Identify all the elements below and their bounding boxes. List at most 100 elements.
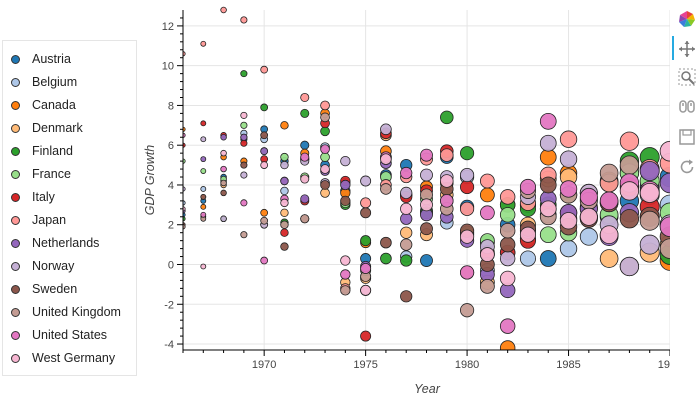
data-point[interactable] bbox=[280, 152, 289, 162]
data-point[interactable] bbox=[320, 144, 330, 155]
data-point[interactable] bbox=[200, 186, 207, 192]
data-point[interactable] bbox=[220, 189, 227, 197]
data-point[interactable] bbox=[599, 163, 619, 183]
data-point[interactable] bbox=[499, 250, 516, 267]
data-point[interactable] bbox=[599, 191, 619, 211]
data-point[interactable] bbox=[240, 199, 248, 207]
data-point[interactable] bbox=[400, 226, 413, 239]
data-point[interactable] bbox=[400, 166, 413, 180]
data-point[interactable] bbox=[460, 229, 475, 244]
data-point[interactable] bbox=[559, 212, 578, 230]
data-point[interactable] bbox=[300, 214, 310, 224]
data-point[interactable] bbox=[380, 183, 392, 195]
data-point[interactable] bbox=[460, 179, 475, 195]
data-point[interactable] bbox=[360, 284, 372, 296]
data-point[interactable] bbox=[320, 126, 330, 137]
data-point[interactable] bbox=[200, 168, 207, 174]
data-point[interactable] bbox=[360, 175, 372, 187]
data-point[interactable] bbox=[400, 290, 413, 303]
data-point[interactable] bbox=[360, 197, 372, 209]
data-point[interactable] bbox=[200, 120, 207, 127]
data-point[interactable] bbox=[519, 178, 536, 195]
data-point[interactable] bbox=[260, 103, 269, 112]
data-point[interactable] bbox=[220, 215, 227, 223]
data-point[interactable] bbox=[340, 269, 351, 280]
save-icon[interactable] bbox=[678, 128, 696, 146]
legend-item[interactable]: United Kingdom bbox=[11, 302, 121, 322]
data-point[interactable] bbox=[320, 112, 330, 123]
data-point[interactable] bbox=[260, 131, 269, 140]
data-point[interactable] bbox=[619, 131, 640, 151]
data-point[interactable] bbox=[579, 187, 598, 206]
data-point[interactable] bbox=[440, 174, 454, 188]
data-point[interactable] bbox=[240, 161, 248, 169]
data-point[interactable] bbox=[499, 340, 516, 356]
data-point[interactable] bbox=[619, 256, 640, 277]
data-point[interactable] bbox=[300, 194, 310, 204]
data-point[interactable] bbox=[539, 134, 557, 152]
data-point[interactable] bbox=[220, 149, 227, 157]
data-point[interactable] bbox=[420, 168, 433, 182]
data-point[interactable] bbox=[639, 161, 660, 182]
data-point[interactable] bbox=[360, 330, 372, 342]
pan-icon[interactable] bbox=[678, 40, 696, 58]
data-point[interactable] bbox=[579, 227, 598, 246]
data-point[interactable] bbox=[400, 254, 413, 267]
data-point[interactable] bbox=[320, 180, 330, 190]
data-point[interactable] bbox=[200, 193, 207, 200]
data-point[interactable] bbox=[240, 121, 248, 129]
box-zoom-icon[interactable] bbox=[678, 68, 696, 86]
data-point[interactable] bbox=[340, 285, 351, 296]
legend-item[interactable]: Italy bbox=[11, 187, 55, 207]
data-point[interactable] bbox=[200, 211, 207, 218]
data-point[interactable] bbox=[280, 186, 289, 196]
data-point[interactable] bbox=[460, 201, 475, 216]
wheel-zoom-icon[interactable] bbox=[678, 98, 696, 116]
data-point[interactable] bbox=[340, 179, 351, 191]
data-point[interactable] bbox=[479, 205, 495, 221]
data-point[interactable] bbox=[280, 220, 289, 229]
legend-item[interactable]: Sweden bbox=[11, 279, 77, 299]
data-point[interactable] bbox=[499, 207, 516, 223]
data-point[interactable] bbox=[280, 208, 289, 218]
data-point[interactable] bbox=[260, 161, 269, 169]
data-point[interactable] bbox=[220, 6, 227, 14]
data-point[interactable] bbox=[639, 234, 660, 255]
data-point[interactable] bbox=[300, 152, 310, 162]
data-point[interactable] bbox=[280, 121, 289, 130]
data-point[interactable] bbox=[559, 130, 578, 148]
legend-item[interactable]: West Germany bbox=[11, 348, 115, 368]
legend-item[interactable]: Finland bbox=[11, 141, 73, 161]
data-point[interactable] bbox=[260, 208, 269, 217]
data-point[interactable] bbox=[220, 134, 227, 141]
legend-item[interactable]: Norway bbox=[11, 256, 74, 276]
data-point[interactable] bbox=[360, 207, 372, 219]
data-point[interactable] bbox=[200, 40, 207, 47]
data-point[interactable] bbox=[539, 200, 557, 218]
legend-item[interactable]: Japan bbox=[11, 210, 66, 230]
data-point[interactable] bbox=[519, 226, 536, 243]
data-point[interactable] bbox=[559, 180, 578, 198]
data-point[interactable] bbox=[240, 139, 248, 147]
data-point[interactable] bbox=[440, 148, 454, 162]
data-point[interactable] bbox=[479, 278, 495, 294]
legend-item[interactable]: Belgium bbox=[11, 72, 77, 92]
data-point[interactable] bbox=[539, 226, 557, 244]
data-point[interactable] bbox=[320, 152, 330, 162]
legend-item[interactable]: France bbox=[11, 164, 71, 184]
data-point[interactable] bbox=[260, 65, 269, 74]
data-point[interactable] bbox=[280, 160, 289, 170]
data-point[interactable] bbox=[260, 216, 269, 225]
data-point[interactable] bbox=[619, 209, 640, 229]
data-point[interactable] bbox=[200, 136, 207, 143]
data-point[interactable] bbox=[400, 202, 413, 215]
data-point[interactable] bbox=[300, 140, 310, 150]
data-point[interactable] bbox=[639, 210, 660, 231]
data-point[interactable] bbox=[460, 303, 475, 318]
data-point[interactable] bbox=[200, 203, 207, 210]
data-point[interactable] bbox=[460, 265, 475, 280]
data-point[interactable] bbox=[300, 108, 310, 118]
data-point[interactable] bbox=[280, 242, 289, 251]
legend-item[interactable]: United States bbox=[11, 325, 107, 345]
data-point[interactable] bbox=[260, 147, 269, 156]
